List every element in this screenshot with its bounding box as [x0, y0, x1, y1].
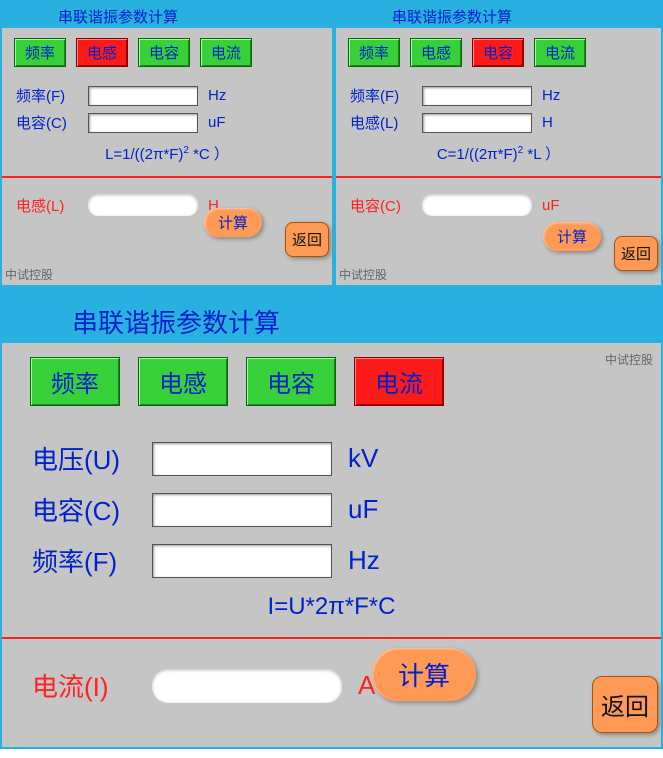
unit-hz: Hz [542, 87, 560, 104]
result-area: 电感(L) H [2, 178, 332, 228]
input-cap[interactable] [152, 493, 332, 527]
title-text: 串联谐振参数计算 [72, 308, 280, 338]
panel-capacitance: 串联谐振参数计算 频率 电感 电容 电流 频率(F) Hz 电感(L) H C=… [334, 0, 663, 287]
input-freq[interactable] [152, 544, 332, 578]
label-freq: 频率(F) [16, 85, 88, 106]
input-induct[interactable] [422, 113, 532, 133]
titlebar: 串联谐振参数计算 [2, 2, 332, 28]
brand-label: 中试控股 [339, 266, 387, 283]
label-induct: 电感(L) [16, 195, 88, 216]
tab-capacitance[interactable]: 电容 [138, 38, 190, 67]
label-cap: 电容(C) [16, 112, 88, 133]
unit-hz: Hz [348, 545, 380, 576]
tab-inductance[interactable]: 电感 [410, 38, 462, 67]
input-form: 频率(F) Hz 电感(L) H C=1/((2π*F)2 *L ） [336, 75, 661, 176]
row-voltage: 电压(U) kV [32, 440, 631, 477]
row-result-I: 电流(I) A [32, 667, 631, 704]
result-area: 电容(C) uF [336, 178, 661, 228]
row-induct: 电感(L) H [350, 112, 647, 133]
calc-button[interactable]: 计算 [372, 648, 476, 701]
tab-row: 频率 电感 电容 电流 [2, 343, 661, 416]
row-freq: 频率(F) Hz [32, 542, 631, 579]
title-text: 串联谐振参数计算 [58, 9, 178, 26]
result-area: 电流(I) A [2, 639, 661, 728]
label-cap: 电容(C) [32, 491, 152, 528]
tab-freq[interactable]: 频率 [348, 38, 400, 67]
back-button[interactable]: 返回 [285, 222, 329, 257]
formula-L: L=1/((2π*F)2 *C ） [16, 143, 318, 164]
tab-freq[interactable]: 频率 [30, 357, 120, 406]
brand-label: 中试控股 [5, 266, 53, 283]
label-current: 电流(I) [32, 667, 152, 704]
row-freq: 频率(F) Hz [16, 85, 318, 106]
label-induct: 电感(L) [350, 112, 422, 133]
label-cap: 电容(C) [350, 195, 422, 216]
label-freq: 频率(F) [32, 542, 152, 579]
row-cap: 电容(C) uF [32, 491, 631, 528]
calc-button[interactable]: 计算 [543, 222, 601, 251]
formula-I: I=U*2π*F*C [32, 593, 631, 621]
row-freq: 频率(F) Hz [350, 85, 647, 106]
tab-freq[interactable]: 频率 [14, 38, 66, 67]
row-result-L: 电感(L) H [16, 194, 318, 216]
tab-current[interactable]: 电流 [354, 357, 444, 406]
panel-current: 串联谐振参数计算 频率 电感 电容 电流 电压(U) kV 电容(C) uF 频… [0, 287, 663, 749]
tab-capacitance[interactable]: 电容 [472, 38, 524, 67]
back-button[interactable]: 返回 [614, 236, 658, 271]
brand-label: 中试控股 [605, 351, 653, 368]
tab-capacitance[interactable]: 电容 [246, 357, 336, 406]
tab-inductance[interactable]: 电感 [138, 357, 228, 406]
tab-row: 频率 电感 电容 电流 [336, 28, 661, 75]
tab-row: 频率 电感 电容 电流 [2, 28, 332, 75]
unit-h: H [542, 114, 553, 131]
unit-hz: Hz [208, 87, 226, 104]
tab-current[interactable]: 电流 [534, 38, 586, 67]
output-capacitance [422, 194, 532, 216]
title-text: 串联谐振参数计算 [392, 9, 512, 26]
panel-inductance: 串联谐振参数计算 频率 电感 电容 电流 频率(F) Hz 电容(C) uF L… [0, 0, 334, 287]
label-freq: 频率(F) [350, 85, 422, 106]
unit-uf: uF [542, 197, 560, 214]
output-current [152, 669, 342, 703]
calc-button[interactable]: 计算 [204, 208, 262, 237]
input-cap[interactable] [88, 113, 198, 133]
unit-uf: uF [348, 494, 378, 525]
label-voltage: 电压(U) [32, 440, 152, 477]
row-cap: 电容(C) uF [16, 112, 318, 133]
tab-current[interactable]: 电流 [200, 38, 252, 67]
row-result-C: 电容(C) uF [350, 194, 647, 216]
output-inductance [88, 194, 198, 216]
input-form: 电压(U) kV 电容(C) uF 频率(F) Hz I=U*2π*F*C [2, 416, 661, 637]
back-button[interactable]: 返回 [592, 676, 658, 733]
input-freq[interactable] [422, 86, 532, 106]
titlebar: 串联谐振参数计算 [336, 2, 661, 28]
titlebar: 串联谐振参数计算 [2, 295, 661, 343]
unit-uf: uF [208, 114, 226, 131]
input-voltage[interactable] [152, 442, 332, 476]
formula-C: C=1/((2π*F)2 *L ） [350, 143, 647, 164]
input-freq[interactable] [88, 86, 198, 106]
unit-kv: kV [348, 443, 378, 474]
tab-inductance[interactable]: 电感 [76, 38, 128, 67]
input-form: 频率(F) Hz 电容(C) uF L=1/((2π*F)2 *C ） [2, 75, 332, 176]
